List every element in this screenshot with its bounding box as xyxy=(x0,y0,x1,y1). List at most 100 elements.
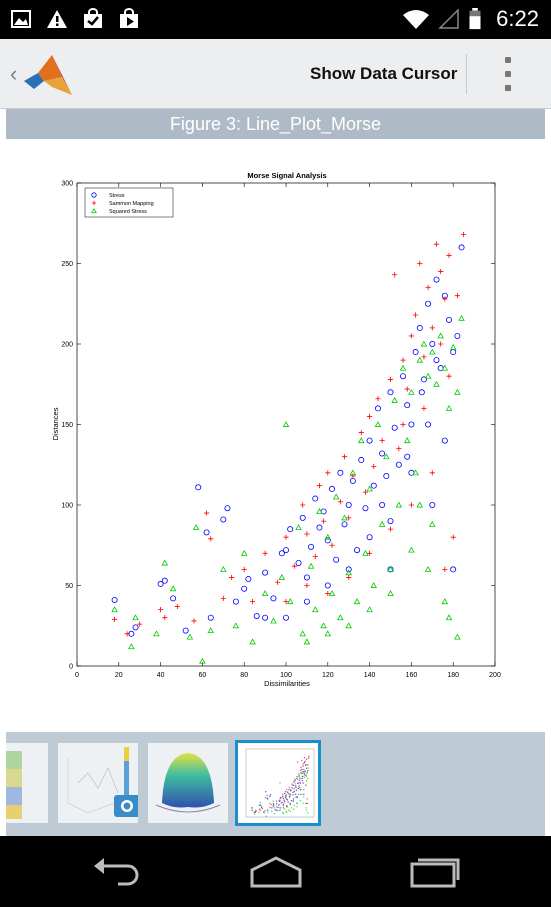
thumb-point xyxy=(305,807,307,809)
thumb-point xyxy=(286,804,288,807)
scatter-chart[interactable]: 0 20 40 60 80 100 120 140 160 180 200 0 50 100 150 200 2… xyxy=(6,139,545,732)
thumb-point xyxy=(273,807,276,809)
data-point-triangle xyxy=(320,622,327,629)
thumb-point xyxy=(258,811,260,814)
data-point-circle xyxy=(316,524,323,531)
thumb-point xyxy=(286,798,288,800)
data-point-triangle xyxy=(429,348,436,355)
data-point-plus xyxy=(400,357,406,363)
thumb-point xyxy=(296,797,298,799)
thumb-surface-figure[interactable] xyxy=(148,743,228,823)
data-point-triangle xyxy=(403,437,411,444)
home-nav-icon[interactable] xyxy=(246,852,306,892)
x-tick-label: 180 xyxy=(447,672,459,679)
data-point-circle xyxy=(207,614,214,621)
thumb-point xyxy=(279,807,282,809)
thumb-point xyxy=(305,780,308,782)
data-point-circle xyxy=(312,495,319,502)
y-tick-label: 100 xyxy=(61,503,73,510)
show-data-cursor-button[interactable]: Show Data Cursor xyxy=(310,59,457,89)
thumb-3d-line-figure[interactable] xyxy=(58,743,140,823)
data-point-triangle xyxy=(353,598,361,605)
data-point-plus xyxy=(112,616,118,622)
action-bar-divider xyxy=(466,54,467,94)
data-point-triangle xyxy=(424,565,432,572)
data-point-triangle xyxy=(192,524,200,531)
thumb-point xyxy=(297,787,300,790)
data-point-triangle xyxy=(399,364,407,371)
data-point-plus xyxy=(124,631,130,637)
data-point-triangle xyxy=(458,314,465,321)
thumb-point xyxy=(292,791,295,793)
thumb-heatmap-figure[interactable] xyxy=(6,743,48,823)
legend-marker xyxy=(91,207,97,214)
data-point-plus xyxy=(375,396,381,402)
data-point-circle xyxy=(132,624,139,631)
figure-title: Figure 3: Line_Plot_Morse xyxy=(6,109,545,139)
thumb-point xyxy=(305,764,307,767)
data-point-circle xyxy=(287,526,294,533)
data-point-triangle xyxy=(345,622,352,629)
data-point-plus xyxy=(412,312,419,318)
data-point-circle xyxy=(157,580,164,587)
wifi-icon xyxy=(403,10,430,29)
data-point-triangle xyxy=(286,598,294,605)
thumb-point xyxy=(303,773,306,775)
thumb-point xyxy=(287,801,289,803)
thumb-point xyxy=(286,789,288,791)
data-point-plus xyxy=(392,272,398,278)
figure-thumbnail-strip[interactable] xyxy=(6,732,545,836)
data-point-circle xyxy=(345,501,352,508)
matlab-logo-icon[interactable] xyxy=(22,51,74,97)
thumb-point xyxy=(289,793,291,796)
thumb-point xyxy=(299,786,301,789)
thumb-point xyxy=(263,812,266,814)
play-store-icon xyxy=(120,8,138,28)
chart-title: Morse Signal Analysis xyxy=(247,171,326,180)
back-chevron-icon[interactable]: ‹ xyxy=(10,61,18,86)
thumb-point xyxy=(288,795,291,797)
x-tick-label: 80 xyxy=(240,672,248,679)
thumb-point xyxy=(303,772,305,774)
data-point-circle xyxy=(349,477,356,484)
thumb-point xyxy=(301,793,303,796)
data-point-plus xyxy=(291,563,297,569)
recent-apps-nav-icon[interactable] xyxy=(406,852,466,892)
thumb-point xyxy=(294,778,296,781)
thumb-point xyxy=(301,770,304,773)
thumb-point xyxy=(304,770,306,773)
x-tick-label: 200 xyxy=(489,672,501,679)
data-point-circle xyxy=(203,529,210,536)
thumb-point xyxy=(272,800,274,802)
thumb-point xyxy=(254,809,257,811)
data-point-circle xyxy=(262,614,269,621)
data-point-plus xyxy=(362,489,369,495)
thumb-point xyxy=(305,809,308,811)
thumb-point xyxy=(292,808,295,810)
thumb-point xyxy=(272,805,274,807)
thumb-scatter-figure[interactable] xyxy=(235,740,321,826)
thumb-point xyxy=(286,811,288,814)
data-point-circle xyxy=(358,456,365,463)
thumb-point xyxy=(286,806,289,808)
back-nav-icon[interactable] xyxy=(88,852,148,892)
data-point-plus xyxy=(358,429,364,436)
legend-box xyxy=(84,187,174,218)
data-point-plus xyxy=(304,531,310,537)
x-tick-label: 60 xyxy=(199,672,207,679)
thumb-point xyxy=(305,784,307,786)
thumb-point xyxy=(279,797,282,799)
data-point-triangle xyxy=(295,524,302,531)
overflow-menu-icon[interactable] xyxy=(498,57,518,91)
thumb-point xyxy=(272,802,274,805)
data-point-circle xyxy=(354,547,361,554)
thumb-point xyxy=(274,809,276,811)
thumb-point xyxy=(284,790,287,793)
thumb-point xyxy=(291,784,293,786)
figure-canvas[interactable]: 0 20 40 60 80 100 120 140 160 180 200 0 50 100 150 200 2… xyxy=(6,139,545,732)
thumb-point xyxy=(303,756,306,759)
thumb-point xyxy=(298,782,300,784)
thumb-point xyxy=(292,798,295,800)
data-point-triangle xyxy=(374,421,382,427)
data-point-circle xyxy=(404,402,411,409)
